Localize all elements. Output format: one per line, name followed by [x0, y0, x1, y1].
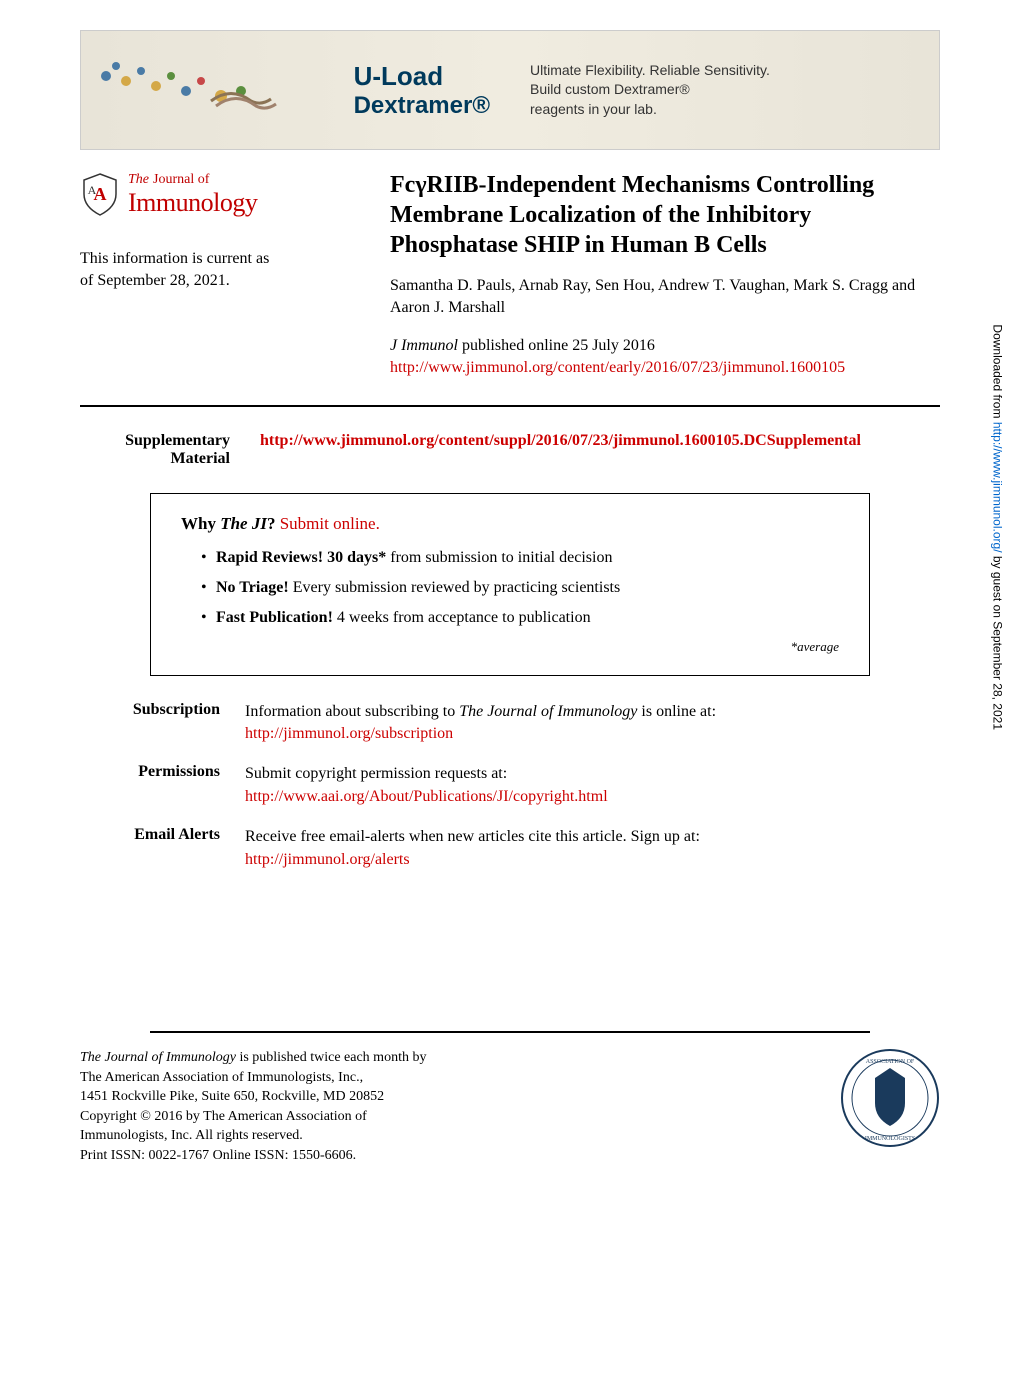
permissions-link[interactable]: http://www.aai.org/About/Publications/JI…: [245, 788, 608, 805]
journal-name: J Immunol: [390, 337, 458, 354]
article-link[interactable]: http://www.jimmunol.org/content/early/20…: [390, 359, 845, 376]
banner-right: Ultimate Flexibility. Reliable Sensitivi…: [510, 31, 939, 149]
side-link[interactable]: http://www.jimmunol.org/: [991, 422, 1005, 553]
svg-text:IMMUNOLOGISTS: IMMUNOLOGISTS: [865, 1136, 915, 1142]
pub-info: published online 25 July 2016: [458, 337, 655, 354]
download-info: Downloaded from http://www.jimmunol.org/…: [991, 324, 1005, 730]
info-sections: Subscription Information about subscribi…: [80, 701, 940, 871]
permissions-label: Permissions: [80, 763, 220, 808]
alerts-link[interactable]: http://jimmunol.org/alerts: [245, 851, 410, 868]
subscription-row: Subscription Information about subscribi…: [80, 701, 940, 746]
submit-online-link[interactable]: Submit online.: [280, 514, 380, 533]
why-list: Rapid Reviews! 30 days* from submission …: [181, 549, 839, 627]
svg-text:A: A: [88, 183, 97, 197]
average-note: *average: [181, 639, 839, 655]
current-line2: of September 28, 2021.: [80, 270, 360, 292]
tagline-1: Ultimate Flexibility. Reliable Sensitivi…: [530, 61, 939, 81]
aai-seal-icon: ASSOCIATION OF IMMUNOLOGISTS: [840, 1048, 940, 1148]
supp-label: Supplementary Material: [80, 432, 230, 468]
permissions-content: Submit copyright permission requests at:…: [245, 763, 940, 808]
uload-title: U-Load: [354, 61, 490, 92]
list-item: Fast Publication! 4 weeks from acceptanc…: [201, 609, 839, 627]
current-line1: This information is current as: [80, 248, 360, 270]
journal-logo[interactable]: A A The Journal of Immunology: [80, 170, 360, 218]
banner-left: U-Load Dextramer®: [81, 31, 510, 149]
list-item: No Triage! Every submission reviewed by …: [201, 579, 839, 597]
footer: The Journal of Immunology is published t…: [80, 1048, 940, 1166]
logo-the: The: [128, 172, 149, 187]
divider-1: [80, 405, 940, 407]
main-content: A A The Journal of Immunology This infor…: [80, 170, 940, 380]
subscription-label: Subscription: [80, 701, 220, 746]
supp-link[interactable]: http://www.jimmunol.org/content/suppl/20…: [260, 432, 940, 468]
supplementary-section: Supplementary Material http://www.jimmun…: [80, 432, 940, 468]
current-info: This information is current as of Septem…: [80, 248, 360, 293]
svg-text:ASSOCIATION OF: ASSOCIATION OF: [866, 1059, 915, 1065]
alerts-row: Email Alerts Receive free email-alerts w…: [80, 826, 940, 871]
authors: Samantha D. Pauls, Arnab Ray, Sen Hou, A…: [390, 275, 940, 320]
why-ji-box: Why The JI? Submit online. Rapid Reviews…: [150, 493, 870, 676]
alerts-label: Email Alerts: [80, 826, 220, 871]
permissions-row: Permissions Submit copyright permission …: [80, 763, 940, 808]
footer-divider: [150, 1031, 870, 1033]
article-title: FcγRIIB-Independent Mechanisms Controlli…: [390, 170, 940, 260]
dextramer-title: Dextramer®: [354, 92, 490, 120]
subscription-content: Information about subscribing to The Jou…: [245, 701, 940, 746]
molecule-graphic: [91, 51, 291, 131]
logo-journal-of: Journal of: [153, 172, 209, 187]
subscription-link[interactable]: http://jimmunol.org/subscription: [245, 725, 453, 742]
list-item: Rapid Reviews! 30 days* from submission …: [201, 549, 839, 567]
alerts-content: Receive free email-alerts when new artic…: [245, 826, 940, 871]
citation: J Immunol published online 25 July 2016 …: [390, 335, 940, 380]
logo-text: The Journal of Immunology: [128, 170, 257, 218]
logo-immunology: Immunology: [128, 188, 257, 218]
right-column: FcγRIIB-Independent Mechanisms Controlli…: [390, 170, 940, 380]
ad-banner[interactable]: U-Load Dextramer® Ultimate Flexibility. …: [80, 30, 940, 150]
shield-icon: A A: [80, 172, 120, 217]
left-column: A A The Journal of Immunology This infor…: [80, 170, 360, 380]
uload-brand: U-Load Dextramer®: [354, 61, 490, 120]
tagline-3: reagents in your lab.: [530, 100, 939, 120]
tagline-2: Build custom Dextramer®: [530, 80, 939, 100]
footer-text: The Journal of Immunology is published t…: [80, 1048, 680, 1166]
why-title: Why The JI? Submit online.: [181, 514, 839, 534]
